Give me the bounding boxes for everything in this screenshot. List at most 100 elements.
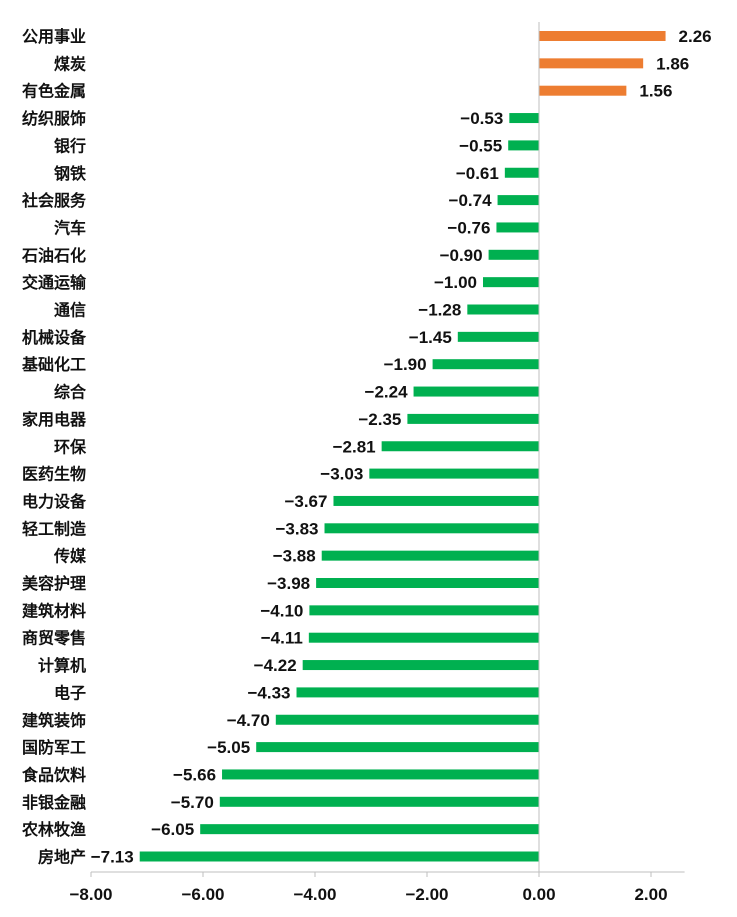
value-label-0: 2.26: [679, 27, 712, 46]
category-label-26: 国防军工: [22, 738, 86, 757]
category-label-27: 食品饮料: [21, 765, 86, 784]
category-label-16: 医药生物: [22, 465, 86, 484]
category-label-24: 电子: [54, 683, 86, 702]
value-label-5: −0.61: [456, 164, 499, 183]
bar-24: [296, 687, 539, 698]
category-label-25: 建筑装饰: [22, 711, 86, 730]
category-label-0: 公用事业: [22, 27, 86, 46]
bar-18: [324, 523, 539, 534]
bar-14: [407, 413, 539, 424]
category-label-9: 交通运输: [22, 273, 87, 292]
category-label-8: 石油石化: [21, 246, 86, 265]
category-label-10: 通信: [54, 301, 86, 320]
value-label-24: −4.33: [248, 683, 291, 702]
category-label-15: 环保: [54, 437, 87, 456]
value-label-26: −5.05: [207, 738, 250, 757]
value-label-3: −0.53: [460, 109, 503, 128]
bar-9: [483, 277, 539, 288]
value-label-19: −3.88: [273, 547, 316, 566]
value-label-13: −2.24: [365, 383, 409, 402]
value-label-12: −1.90: [384, 355, 427, 374]
value-label-11: −1.45: [409, 328, 452, 347]
bar-11: [457, 331, 539, 342]
bar-19: [321, 550, 539, 561]
x-tick-label-5: 2.00: [634, 885, 667, 904]
value-label-30: −7.13: [91, 848, 134, 867]
category-label-11: 机械设备: [22, 328, 87, 347]
bar-0: [539, 31, 666, 41]
value-label-27: −5.66: [173, 765, 216, 784]
bar-16: [369, 468, 539, 479]
bar-17: [333, 495, 539, 506]
bar-4: [508, 140, 539, 151]
category-label-18: 轻工制造: [22, 519, 87, 538]
value-label-10: −1.28: [418, 301, 461, 320]
value-label-16: −3.03: [320, 465, 363, 484]
value-label-22: −4.11: [261, 629, 303, 648]
bar-10: [467, 304, 539, 315]
value-label-15: −2.81: [333, 437, 376, 456]
bar-5: [504, 167, 539, 178]
category-label-22: 商贸零售: [22, 629, 86, 648]
value-label-29: −6.05: [151, 820, 194, 839]
value-label-9: −1.00: [434, 273, 477, 292]
bar-23: [302, 660, 539, 671]
value-label-21: −4.10: [260, 601, 303, 620]
bar-13: [413, 386, 539, 397]
tick-labels: −8.00 −6.00 −4.00 −2.00 0.00 2.00: [69, 885, 667, 904]
bar-2: [539, 85, 627, 96]
bar-27: [222, 769, 540, 780]
value-label-14: −2.35: [358, 410, 401, 429]
value-label-4: −0.55: [459, 136, 502, 155]
category-label-1: 煤炭: [54, 54, 86, 73]
value-label-28: −5.70: [171, 793, 214, 812]
category-label-23: 计算机: [38, 656, 86, 675]
category-label-14: 家用电器: [22, 410, 87, 429]
bar-7: [496, 222, 539, 233]
category-label-28: 非银金融: [22, 793, 86, 812]
bar-22: [308, 632, 539, 643]
x-tick-label-3: −2.00: [405, 885, 448, 904]
bar-8: [488, 249, 539, 260]
x-tick-label-1: −6.00: [181, 885, 224, 904]
category-label-2: 有色金属: [22, 82, 86, 101]
category-label-17: 电力设备: [22, 492, 87, 511]
category-label-20: 美容护理: [22, 574, 86, 593]
value-label-25: −4.70: [227, 711, 270, 730]
value-label-6: −0.74: [449, 191, 493, 210]
category-label-30: 房地产: [38, 848, 86, 867]
category-label-6: 社会服务: [21, 191, 87, 210]
bar-21: [309, 605, 539, 616]
value-label-17: −3.67: [284, 492, 327, 511]
category-label-12: 基础化工: [21, 355, 86, 374]
bar-26: [256, 742, 539, 753]
x-tick-label-2: −4.00: [293, 885, 336, 904]
bar-25: [275, 714, 539, 725]
category-labels: 公用事业煤炭有色金属纺织服饰银行钢铁社会服务汽车石油石化交通运输通信机械设备基础…: [21, 27, 87, 867]
bar-30: [139, 851, 539, 862]
bars-group: [139, 31, 666, 862]
bar-20: [316, 578, 539, 588]
bar-12: [432, 359, 539, 370]
bar-1: [539, 58, 644, 69]
category-label-7: 汽车: [54, 218, 86, 237]
value-label-20: −3.98: [267, 574, 310, 593]
value-label-7: −0.76: [447, 218, 490, 237]
category-label-3: 纺织服饰: [22, 109, 86, 128]
value-label-23: −4.22: [254, 656, 297, 675]
value-label-18: −3.83: [276, 519, 319, 538]
category-label-4: 银行: [54, 136, 86, 155]
x-tick-label-4: 0.00: [522, 885, 555, 904]
category-label-29: 农林牧渔: [21, 820, 86, 839]
value-labels: 2.26 1.86 1.56 −0.53 −0.55 −0.61 −0.74 −0.76 −0.…: [91, 27, 712, 867]
bar-28: [219, 796, 540, 807]
category-label-5: 钢铁: [54, 164, 86, 183]
category-label-21: 建筑材料: [22, 601, 86, 620]
bar-6: [497, 195, 539, 206]
axis-group: [90, 22, 685, 877]
value-label-1: 1.86: [656, 54, 689, 73]
bar-3: [509, 113, 539, 124]
bar-15: [381, 441, 539, 452]
category-label-19: 传媒: [53, 547, 87, 566]
